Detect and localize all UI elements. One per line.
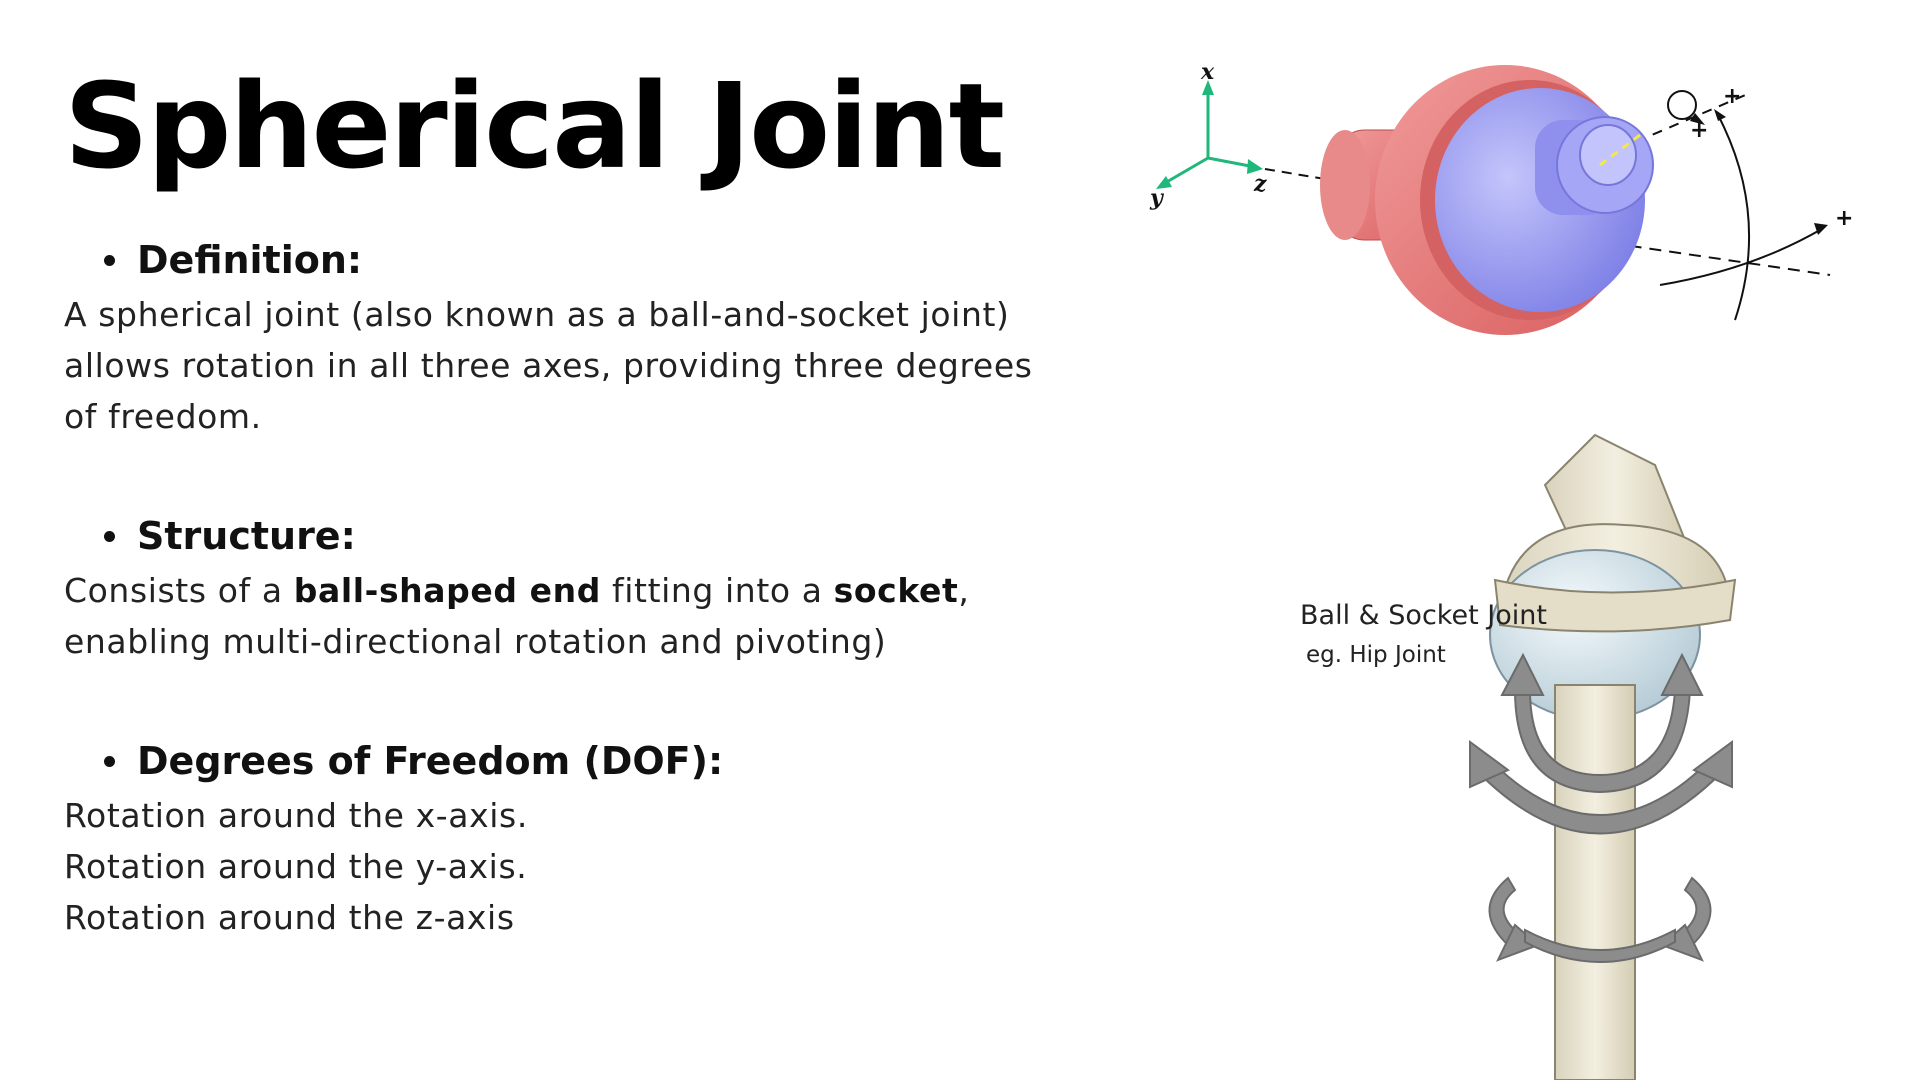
- bullet-icon: [104, 531, 115, 543]
- definition-line-1: A spherical joint (also known as a ball-…: [64, 295, 1010, 335]
- structure-text: Consists of a ball-shaped end fitting in…: [64, 565, 1084, 667]
- dof-heading-text: Degrees of Freedom (DOF):: [137, 739, 724, 783]
- structure-bold-ball-shaped-end: ball-shaped end: [293, 571, 601, 611]
- plus-sign-1: +: [1723, 84, 1741, 109]
- dof-section: Degrees of Freedom (DOF): Rotation aroun…: [64, 737, 1084, 943]
- structure-line-2: enabling multi-directional rotation and …: [64, 622, 887, 662]
- definition-heading-text: Definition:: [137, 238, 363, 282]
- plus-sign-2: +: [1690, 118, 1708, 143]
- structure-section: Structure: Consists of a ball-shaped end…: [64, 512, 1084, 667]
- dof-line-y: Rotation around the y-axis.: [64, 847, 528, 887]
- structure-heading-text: Structure:: [137, 514, 356, 558]
- coordinate-axes: x y z: [1149, 59, 1267, 211]
- dof-heading: Degrees of Freedom (DOF):: [104, 737, 1084, 786]
- axis-x-label: x: [1200, 59, 1215, 85]
- definition-section: Definition: A spherical joint (also know…: [64, 236, 1084, 442]
- structure-line-1-suffix: ,: [958, 571, 970, 611]
- rotation-arrows: [1469, 652, 1733, 963]
- structure-line-1-prefix: Consists of a: [64, 571, 294, 611]
- spherical-joint-diagram: x y z +: [1149, 59, 1853, 335]
- ball-socket-hip-diagram: [1469, 433, 1737, 1080]
- z-axis-dashed-line: [1264, 168, 1326, 180]
- socket-rim: [1493, 578, 1737, 633]
- structure-heading: Structure:: [104, 512, 1084, 561]
- definition-text: A spherical joint (also known as a ball-…: [64, 289, 1084, 442]
- bullet-icon: [104, 756, 115, 768]
- axis-z-label: z: [1253, 171, 1267, 197]
- definition-heading: Definition:: [104, 236, 1084, 285]
- structure-bold-socket: socket: [833, 571, 959, 611]
- dof-line-x: Rotation around the x-axis.: [64, 796, 528, 836]
- structure-line-1-middle: fitting into a: [600, 571, 834, 611]
- shaft-dashed-line: [1569, 92, 1751, 171]
- ball: [1435, 88, 1654, 312]
- plus-sign-3: +: [1835, 206, 1853, 231]
- figure-subcaption: eg. Hip Joint: [1306, 642, 1446, 668]
- definition-line-3: of freedom.: [64, 397, 262, 437]
- dof-text: Rotation around the x-axis. Rotation aro…: [64, 790, 1084, 943]
- definition-line-2: allows rotation in all three axes, provi…: [64, 346, 1033, 386]
- figure-caption: Ball & Socket Joint: [1300, 600, 1547, 631]
- slide-title: Spherical Joint: [64, 57, 1005, 195]
- dof-line-z: Rotation around the z-axis: [64, 898, 515, 938]
- femur-shaft: [1554, 684, 1636, 1080]
- bullet-icon: [104, 255, 115, 267]
- rotation-arrows: + + +: [1659, 84, 1853, 321]
- axis-y-label: y: [1149, 185, 1165, 211]
